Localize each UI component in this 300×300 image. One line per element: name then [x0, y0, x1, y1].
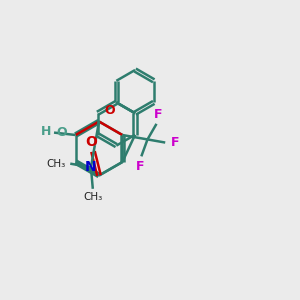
Text: F: F: [136, 160, 144, 173]
Text: CH₃: CH₃: [46, 159, 66, 169]
Text: O: O: [56, 126, 67, 139]
Text: CH₃: CH₃: [83, 192, 102, 203]
Text: N: N: [85, 160, 97, 174]
Text: H: H: [41, 124, 52, 138]
Text: O: O: [104, 104, 115, 117]
Text: O: O: [85, 134, 98, 148]
Text: F: F: [154, 108, 162, 122]
Text: F: F: [171, 136, 179, 149]
